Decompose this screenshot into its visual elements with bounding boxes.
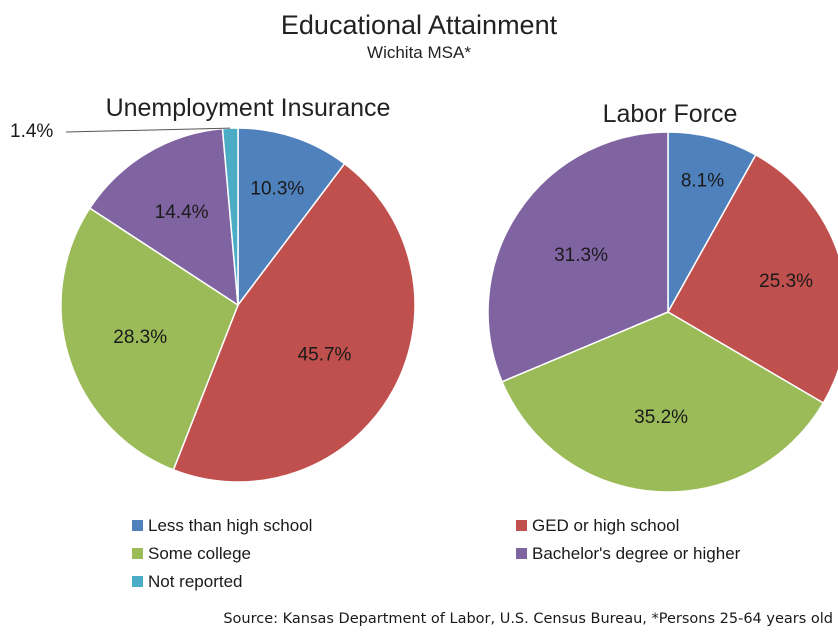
- legend-swatch: [132, 576, 143, 587]
- legend-label: GED or high school: [532, 516, 679, 535]
- legend-item-less-than-high-school: Less than high school: [132, 516, 312, 535]
- legend-label: Some college: [148, 544, 251, 563]
- pie-slice-ged-or-high-school: [172, 162, 416, 483]
- pie-slice-less-than-high-school: [667, 131, 757, 315]
- pie-title: Unemployment Insurance: [106, 94, 391, 122]
- legend-label: Not reported: [148, 572, 243, 591]
- data-label-some-college: 35.2%: [634, 407, 688, 428]
- pie-slice-ged-or-high-school: [666, 153, 838, 405]
- legend-swatch: [132, 520, 143, 531]
- pie-title: Labor Force: [603, 100, 738, 128]
- data-label-some-college: 28.3%: [113, 327, 167, 348]
- data-label-not-reported: 1.4%: [10, 121, 53, 142]
- pie-slice-some-college: [501, 311, 825, 493]
- pie-slice-some-college: [60, 207, 239, 471]
- legend-swatch: [516, 548, 527, 559]
- data-label-ged-or-high-school: 45.7%: [298, 344, 352, 365]
- chart-subtitle: Wichita MSA*: [367, 43, 471, 62]
- data-label-less-than-high-school: 8.1%: [681, 171, 724, 192]
- legend-item-bachelor-s-degree-or-higher: Bachelor's degree or higher: [516, 544, 741, 563]
- source-note: Source: Kansas Department of Labor, U.S.…: [223, 611, 833, 627]
- chart-title: Educational Attainment: [281, 10, 558, 40]
- legend-item-ged-or-high-school: GED or high school: [516, 516, 679, 535]
- legend-item-not-reported: Not reported: [132, 572, 243, 591]
- legend-swatch: [516, 520, 527, 531]
- pie-slice-bachelor-s-degree-or-higher: [487, 131, 669, 383]
- pie-labor-force: Labor Force 8.1% 25.3% 35.2% 31.3%: [487, 100, 838, 493]
- legend-label: Bachelor's degree or higher: [532, 544, 741, 563]
- data-label-bachelor-s-degree-or-higher: 31.3%: [554, 245, 608, 266]
- data-label-less-than-high-school: 10.3%: [250, 179, 304, 200]
- pie-slice-bachelor-s-degree-or-higher: [88, 127, 239, 307]
- pie-unemployment-insurance: Unemployment Insurance 10.3% 45.7% 28.3% 14…: [10, 94, 416, 483]
- data-label-ged-or-high-school: 25.3%: [759, 271, 813, 292]
- data-label-bachelor-s-degree-or-higher: 14.4%: [155, 202, 209, 223]
- legend-label: Less than high school: [148, 516, 312, 535]
- pie-slice-less-than-high-school: [237, 127, 346, 308]
- leader-line: [65, 127, 231, 133]
- legend: Less than high school GED or high school S…: [132, 516, 741, 591]
- legend-swatch: [132, 548, 143, 559]
- legend-item-some-college: Some college: [132, 544, 251, 563]
